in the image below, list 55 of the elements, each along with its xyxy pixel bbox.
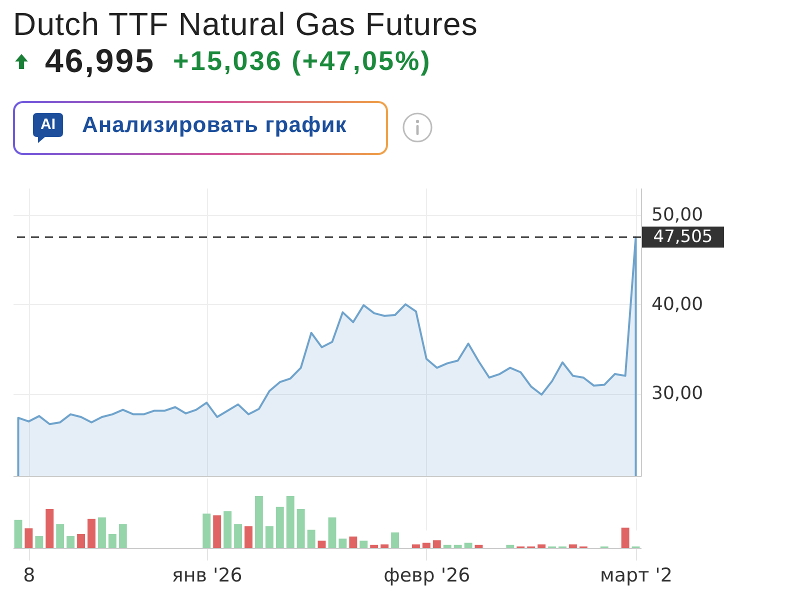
bar	[506, 544, 514, 548]
bar	[432, 540, 441, 548]
bar	[56, 524, 64, 548]
bar	[380, 544, 389, 548]
bar	[98, 517, 106, 548]
bar	[296, 509, 305, 548]
bar	[77, 534, 86, 548]
y-tick-label: 50,00	[652, 204, 704, 226]
bar	[454, 544, 462, 548]
bar	[202, 514, 211, 548]
bar	[254, 496, 263, 548]
bar	[276, 506, 284, 548]
bar	[213, 515, 222, 548]
bar	[370, 544, 378, 548]
bar	[318, 540, 326, 548]
bar	[568, 544, 577, 548]
analyze-button[interactable]	[13, 101, 388, 155]
chart-subtitle: 46,995	[45, 42, 155, 79]
bar	[244, 526, 252, 548]
chart-title: Dutch TTF Natural Gas Futures	[13, 6, 478, 42]
ref-line-label: 47,505	[653, 227, 713, 248]
bar	[66, 536, 75, 548]
bar	[349, 536, 358, 548]
bar	[328, 517, 336, 548]
bar	[307, 530, 316, 548]
bar	[464, 542, 472, 548]
text: AI	[40, 116, 56, 133]
bar	[338, 538, 347, 548]
bar	[224, 511, 232, 548]
x-tick-label: 8	[23, 564, 36, 586]
bar	[412, 544, 420, 548]
bar	[443, 544, 452, 548]
bar	[265, 526, 274, 548]
bar	[35, 536, 44, 548]
bar	[621, 528, 630, 548]
bar	[88, 518, 96, 548]
x-tick-label: янв '26	[172, 564, 242, 586]
bar	[234, 524, 242, 548]
bar	[286, 496, 294, 548]
text: Анализировать график	[82, 112, 347, 137]
bar	[14, 520, 22, 548]
bar	[108, 534, 116, 548]
text: +15,036 (+47,05%)	[173, 46, 432, 76]
y-tick-label: 30,00	[652, 383, 704, 404]
bar	[46, 509, 54, 548]
x-tick-label: март '2	[600, 564, 672, 586]
bar	[24, 528, 33, 548]
bar	[391, 532, 400, 548]
bar	[474, 544, 483, 548]
bar	[538, 544, 546, 548]
bar	[118, 524, 127, 548]
bar	[422, 542, 430, 548]
bar	[360, 540, 368, 548]
x-tick-label: февр '26	[384, 564, 470, 586]
y-tick-label: 40,00	[652, 294, 704, 315]
